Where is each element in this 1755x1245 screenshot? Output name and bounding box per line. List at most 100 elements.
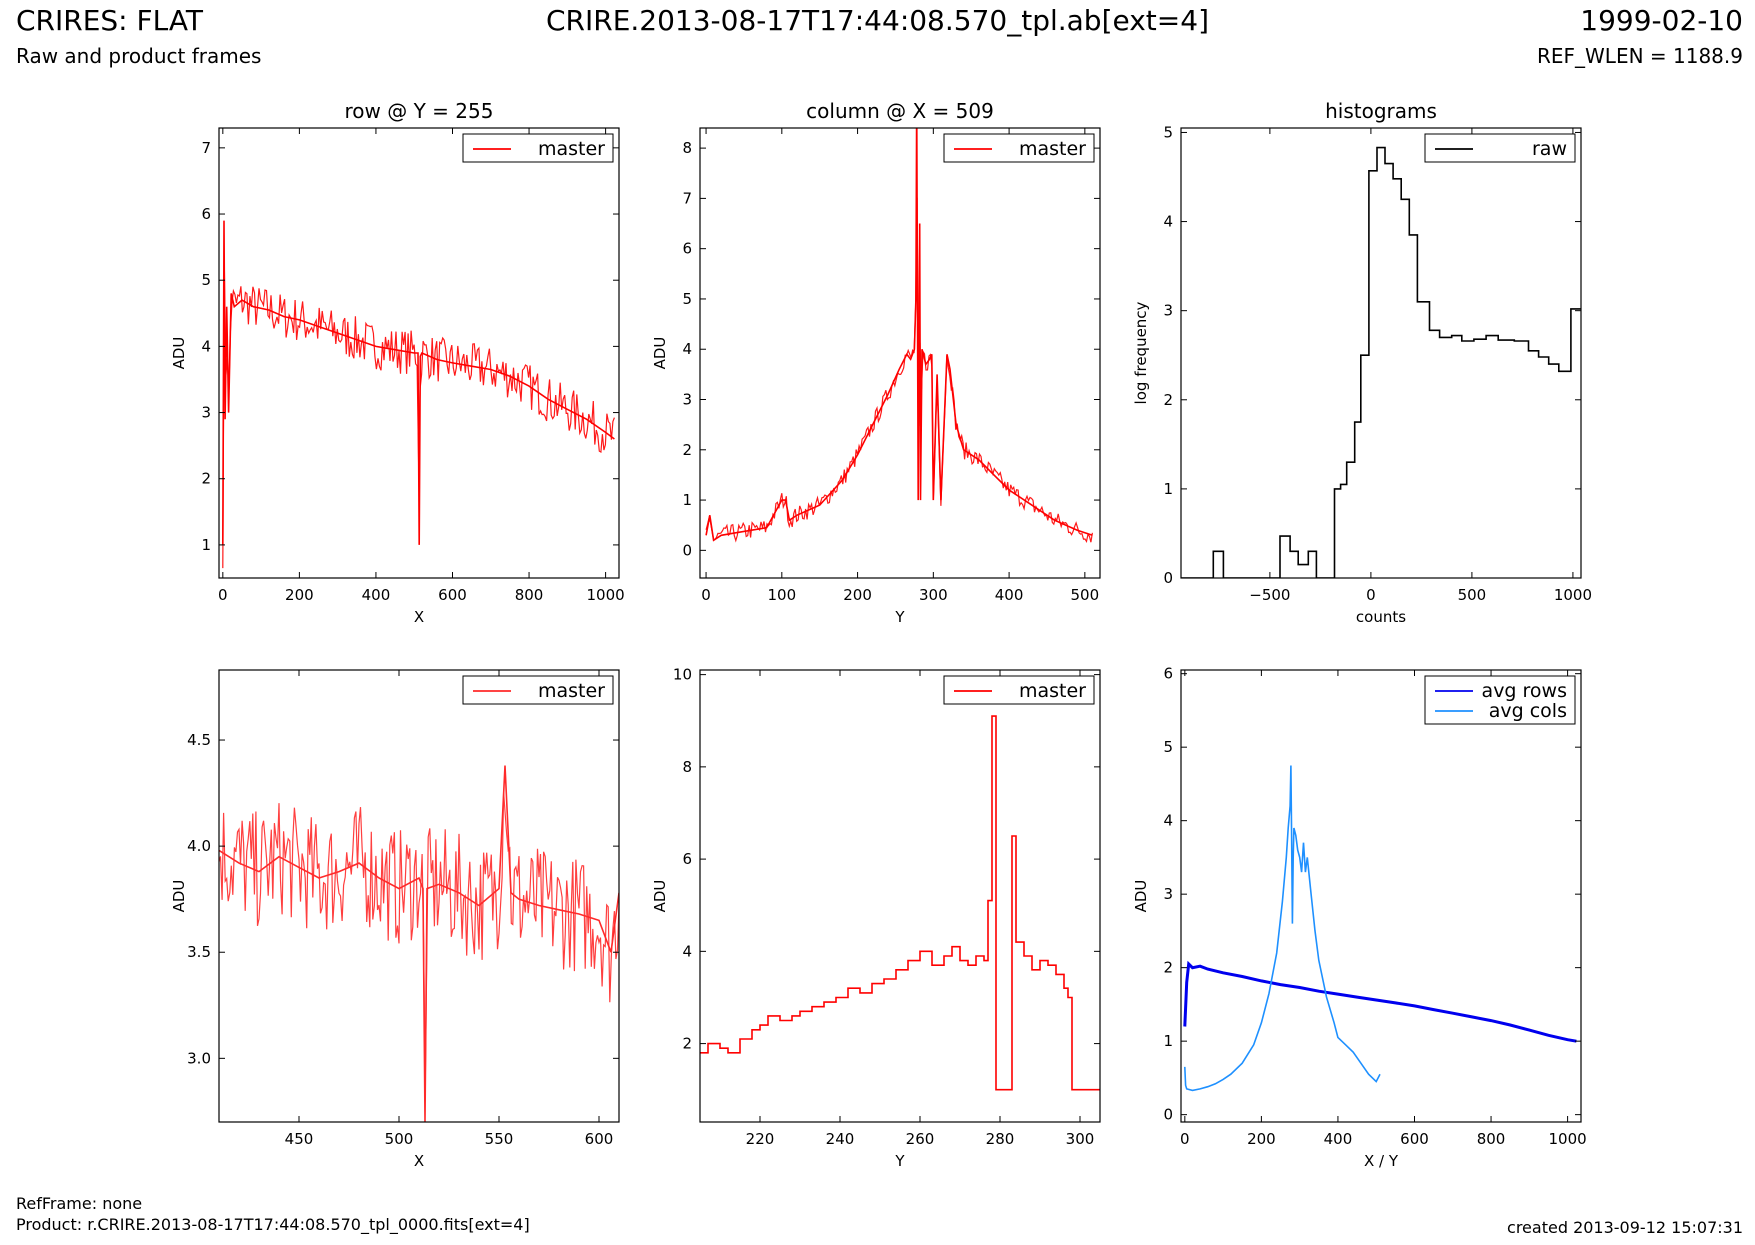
y-tick-label: 8 bbox=[682, 139, 692, 157]
y-tick-label: 1 bbox=[682, 491, 692, 509]
x-tick-label: 600 bbox=[438, 586, 467, 604]
x-tick-label: 1000 bbox=[1549, 1130, 1587, 1148]
panel-averages: 0 200 400 600 800 1000 0 1 2 3 4 5 6 X / Y ADU avg rows… bbox=[1132, 665, 1587, 1170]
y-tick-label: 5 bbox=[1163, 123, 1173, 141]
report-subtitle: Raw and product frames bbox=[16, 44, 262, 68]
x-axis-label: X / Y bbox=[1364, 1152, 1399, 1170]
x-axis-label: Y bbox=[894, 608, 905, 626]
x-tick-label: 300 bbox=[1066, 1130, 1095, 1148]
x-tick-label: 500 bbox=[1071, 586, 1100, 604]
x-tick-label: 260 bbox=[906, 1130, 935, 1148]
y-tick-label: 4 bbox=[1163, 213, 1173, 231]
legend-label: avg cols bbox=[1489, 700, 1567, 722]
x-tick-label: −500 bbox=[1249, 586, 1290, 604]
legend-label: master bbox=[1019, 138, 1086, 160]
y-tick-label: 1 bbox=[1163, 480, 1173, 498]
x-axis-label: X bbox=[414, 608, 424, 626]
x-tick-label: 220 bbox=[746, 1130, 775, 1148]
x-tick-label: 0 bbox=[1366, 586, 1376, 604]
created-timestamp: created 2013-09-12 15:07:31 bbox=[1507, 1218, 1743, 1237]
x-tick-label: 550 bbox=[485, 1130, 514, 1148]
y-tick-label: 2 bbox=[201, 470, 211, 488]
x-tick-label: 600 bbox=[1400, 1130, 1429, 1148]
y-tick-label: 2 bbox=[1163, 959, 1173, 977]
axes-frame bbox=[218, 127, 620, 579]
x-tick-label: 100 bbox=[767, 586, 796, 604]
x-tick-label: 400 bbox=[1324, 1130, 1353, 1148]
y-tick-label: 6 bbox=[682, 240, 692, 258]
y-tick-label: 4.0 bbox=[187, 837, 211, 855]
y-tick-label: 4 bbox=[1163, 812, 1173, 830]
y-tick-label: 2 bbox=[1163, 391, 1173, 409]
x-tick-label: 400 bbox=[362, 586, 391, 604]
series-avg-cols bbox=[1184, 765, 1381, 1092]
x-tick-label: 200 bbox=[1247, 1130, 1276, 1148]
legend: raw bbox=[1424, 133, 1576, 163]
panel-title: column @ X = 509 bbox=[806, 99, 994, 123]
x-tick-label: 400 bbox=[995, 586, 1024, 604]
panel-row: 0 200 400 600 800 1000 1 2 3 4 5 6 7 row @ Y = 255 X AD… bbox=[170, 99, 625, 626]
y-tick-label: 5 bbox=[682, 290, 692, 308]
y-tick-label: 2 bbox=[682, 1035, 692, 1053]
panel-column-zoom: 220 240 260 280 300 2 4 6 8 10 Y ADU master bbox=[651, 666, 1101, 1170]
file-name: CRIRE.2013-08-17T17:44:08.570_tpl.ab[ext… bbox=[545, 4, 1209, 37]
y-axis-label: ADU bbox=[170, 880, 188, 913]
y-tick-label: 4 bbox=[682, 942, 692, 960]
ref-wavelength: REF_WLEN = 1188.9 bbox=[1536, 44, 1743, 68]
legend-label: master bbox=[1019, 680, 1086, 702]
x-tick-label: 280 bbox=[986, 1130, 1015, 1148]
y-tick-label: 0 bbox=[1163, 569, 1173, 587]
x-tick-label: 800 bbox=[1477, 1130, 1506, 1148]
x-tick-label: 300 bbox=[919, 586, 948, 604]
x-tick-label: 0 bbox=[218, 586, 228, 604]
y-tick-label: 1 bbox=[1163, 1032, 1173, 1050]
series-noise-master bbox=[222, 262, 615, 569]
legend-box bbox=[462, 675, 614, 705]
series-raw bbox=[1181, 146, 1581, 578]
y-tick-label: 0 bbox=[1163, 1106, 1173, 1124]
legend-box bbox=[943, 675, 1095, 705]
ref-frame-label: RefFrame: none bbox=[16, 1194, 143, 1213]
legend-box bbox=[1424, 675, 1576, 725]
y-tick-label: 5 bbox=[1163, 738, 1173, 756]
legend-box bbox=[462, 133, 614, 163]
series-master bbox=[705, 128, 1093, 542]
y-axis-label: log frequency bbox=[1132, 301, 1150, 404]
x-tick-label: 500 bbox=[1458, 586, 1487, 604]
y-tick-label: 1 bbox=[201, 536, 211, 554]
legend-box bbox=[1424, 133, 1576, 163]
y-tick-label: 4.5 bbox=[187, 731, 211, 749]
y-tick-label: 3 bbox=[1163, 302, 1173, 320]
axes-frame bbox=[1180, 127, 1582, 579]
series-noise-master bbox=[219, 791, 619, 1089]
x-tick-label: 0 bbox=[1180, 1130, 1190, 1148]
x-tick-label: 200 bbox=[843, 586, 872, 604]
axes-frame bbox=[699, 669, 1101, 1123]
y-tick-label: 2 bbox=[682, 441, 692, 459]
x-tick-label: 200 bbox=[285, 586, 314, 604]
series-master bbox=[222, 220, 615, 545]
panel-title: histograms bbox=[1325, 99, 1437, 123]
x-tick-label: 1000 bbox=[1554, 586, 1592, 604]
y-axis-label: ADU bbox=[1132, 880, 1150, 913]
y-axis-label: ADU bbox=[651, 880, 669, 913]
observation-date: 1999-02-10 bbox=[1580, 4, 1743, 37]
product-label: Product: r.CRIRE.2013-08-17T17:44:08.570… bbox=[16, 1215, 530, 1234]
y-tick-label: 4 bbox=[682, 340, 692, 358]
axes-frame bbox=[218, 669, 620, 1123]
legend-label: raw bbox=[1532, 138, 1567, 160]
x-tick-label: 1000 bbox=[587, 586, 625, 604]
report-title: CRIRES: FLAT bbox=[16, 4, 203, 37]
x-tick-label: 450 bbox=[285, 1130, 314, 1148]
y-tick-label: 6 bbox=[201, 205, 211, 223]
axes-frame bbox=[1180, 669, 1582, 1123]
x-tick-label: 240 bbox=[826, 1130, 855, 1148]
y-tick-label: 8 bbox=[682, 758, 692, 776]
y-tick-label: 0 bbox=[682, 541, 692, 559]
y-tick-label: 5 bbox=[201, 271, 211, 289]
y-tick-label: 7 bbox=[201, 139, 211, 157]
y-tick-label: 3 bbox=[201, 404, 211, 422]
legend: master bbox=[462, 675, 614, 705]
y-tick-label: 3 bbox=[682, 391, 692, 409]
